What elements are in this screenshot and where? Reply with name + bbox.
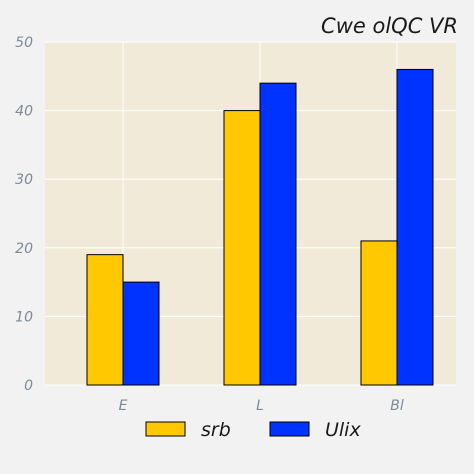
y-tick-label: 0 [24,378,33,394]
chart-title: Cwe olQC VR [321,14,458,38]
bar-srb-Bl [360,240,398,386]
bar-Ulix-L [259,82,297,386]
y-tick-label: 40 [15,104,33,120]
bar-srb-E [86,254,124,386]
y-tick-label: 30 [15,172,33,188]
y-tick-label: 10 [15,309,33,325]
legend-label-Ulix: Ulix [325,419,361,441]
bar-Ulix-Bl [396,68,434,386]
x-tick-label: E [119,398,128,414]
legend-swatch-Ulix [269,421,310,437]
x-tick-label: L [256,398,264,414]
legend-label-srb: srb [201,419,231,441]
y-axis-ticks: 0 10 20 30 40 50 [15,35,33,394]
legend-swatch-srb [145,421,186,437]
bar-Ulix-E [122,281,160,386]
y-tick-label: 20 [15,241,33,257]
x-axis-ticks: E L Bl [119,398,404,414]
legend: srb Ulix [145,419,361,441]
bars-group [86,68,434,386]
x-tick-label: Bl [390,398,404,414]
y-tick-label: 50 [15,35,33,51]
bar-srb-L [223,110,261,386]
